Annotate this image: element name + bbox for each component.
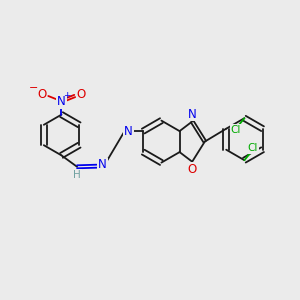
Text: H: H <box>73 170 81 180</box>
Text: Cl: Cl <box>248 143 258 153</box>
Text: N: N <box>188 107 197 121</box>
Text: O: O <box>77 88 86 101</box>
Text: N: N <box>98 158 107 172</box>
Text: O: O <box>37 88 46 101</box>
Text: N: N <box>57 95 66 108</box>
Text: O: O <box>188 163 197 176</box>
Text: Cl: Cl <box>231 125 241 135</box>
Text: N: N <box>124 124 133 138</box>
Text: −: − <box>29 83 38 93</box>
Text: +: + <box>63 91 71 100</box>
